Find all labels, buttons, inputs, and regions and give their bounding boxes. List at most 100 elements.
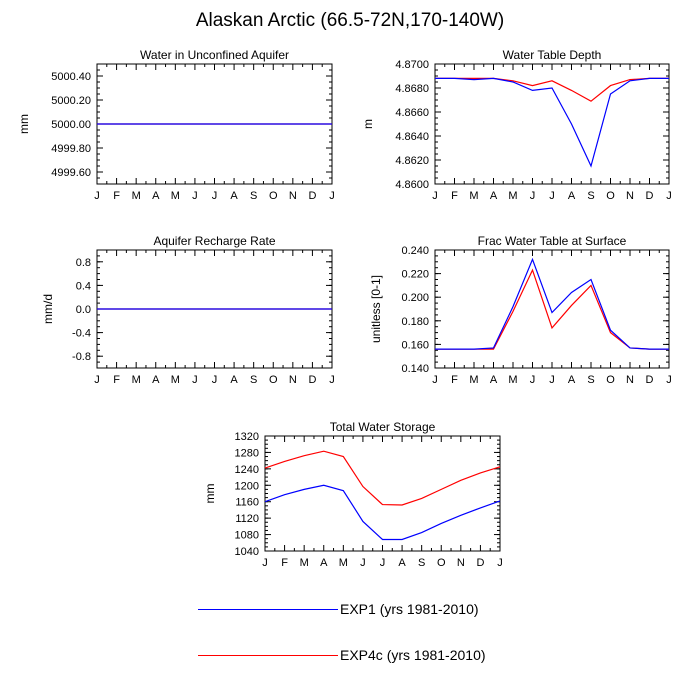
y-tick-label: 1120 bbox=[235, 513, 259, 525]
y-tick-label: 0.240 bbox=[401, 245, 429, 257]
x-tick-label: J bbox=[262, 557, 268, 569]
y-tick-label: 5000.40 bbox=[51, 71, 91, 83]
x-tick-label: J bbox=[329, 374, 335, 386]
y-axis-label: mm bbox=[203, 484, 217, 504]
x-tick-label: O bbox=[437, 557, 446, 569]
x-tick-label: A bbox=[568, 190, 576, 202]
x-tick-label: F bbox=[113, 374, 120, 386]
x-tick-label: A bbox=[398, 557, 406, 569]
x-tick-label: A bbox=[490, 374, 498, 386]
x-tick-label: D bbox=[308, 374, 316, 386]
y-tick-label: 4.8600 bbox=[395, 179, 429, 191]
chart-title: Total Water Storage bbox=[330, 420, 436, 434]
plot-frame bbox=[434, 249, 670, 369]
y-tick-label: 0.180 bbox=[401, 316, 429, 328]
chart-title: Water in Unconfined Aquifer bbox=[140, 48, 289, 62]
y-tick-label: 0.140 bbox=[401, 363, 429, 375]
y-tick-label: 4999.60 bbox=[51, 167, 91, 179]
x-tick-label: N bbox=[289, 374, 297, 386]
x-tick-label: M bbox=[171, 190, 180, 202]
series-line-exp1 bbox=[435, 257, 669, 350]
x-tick-label: D bbox=[646, 190, 654, 202]
x-tick-label: O bbox=[269, 374, 278, 386]
y-tick-label: 0.160 bbox=[401, 339, 429, 351]
x-tick-label: J bbox=[549, 374, 555, 386]
chart-title: Frac Water Table at Surface bbox=[478, 234, 627, 248]
x-tick-label: J bbox=[497, 557, 503, 569]
y-tick-label: -0.8 bbox=[72, 351, 91, 363]
x-tick-label: J bbox=[432, 374, 438, 386]
y-tick-label: 1280 bbox=[235, 447, 259, 459]
y-tick-label: 1200 bbox=[235, 480, 259, 492]
legend-label-exp4c: EXP4c (yrs 1981-2010) bbox=[340, 647, 486, 663]
x-tick-label: J bbox=[329, 190, 335, 202]
y-axis-label: m bbox=[361, 119, 375, 129]
x-tick-label: A bbox=[568, 374, 576, 386]
y-tick-label: 1240 bbox=[235, 464, 259, 476]
x-tick-label: J bbox=[94, 190, 100, 202]
y-tick-label: 0.200 bbox=[401, 292, 429, 304]
x-tick-label: J bbox=[666, 190, 672, 202]
x-tick-label: F bbox=[113, 190, 120, 202]
x-tick-label: O bbox=[606, 374, 615, 386]
series-line-exp1 bbox=[435, 77, 669, 168]
series-line-exp1 bbox=[264, 484, 501, 541]
y-tick-label: 5000.20 bbox=[51, 95, 91, 107]
series-line-exp4c bbox=[435, 77, 669, 102]
x-tick-label: J bbox=[192, 190, 198, 202]
x-tick-label: N bbox=[457, 557, 465, 569]
y-axis-label: mm bbox=[17, 114, 31, 134]
series-line-exp4c bbox=[264, 450, 501, 506]
legend-swatch-exp1 bbox=[198, 608, 338, 610]
x-tick-label: A bbox=[490, 190, 498, 202]
x-tick-label: M bbox=[300, 557, 309, 569]
y-tick-label: 1320 bbox=[235, 431, 259, 443]
series-line-exp4c bbox=[435, 268, 669, 350]
plot-frame bbox=[264, 435, 501, 552]
x-tick-label: A bbox=[230, 190, 238, 202]
x-tick-label: J bbox=[666, 374, 672, 386]
x-tick-label: F bbox=[451, 374, 458, 386]
x-tick-label: D bbox=[646, 374, 654, 386]
x-tick-label: M bbox=[339, 557, 348, 569]
x-tick-label: J bbox=[192, 374, 198, 386]
x-tick-label: A bbox=[320, 557, 328, 569]
y-tick-label: 4.8640 bbox=[395, 131, 429, 143]
x-tick-label: S bbox=[587, 374, 594, 386]
chart-title: Water Table Depth bbox=[503, 48, 602, 62]
x-tick-label: D bbox=[476, 557, 484, 569]
x-tick-label: J bbox=[94, 374, 100, 386]
chart-title: Aquifer Recharge Rate bbox=[153, 234, 275, 248]
y-tick-label: 4.8680 bbox=[395, 83, 429, 95]
x-tick-label: N bbox=[626, 190, 634, 202]
y-tick-label: 4.8620 bbox=[395, 155, 429, 167]
page-title: Alaskan Arctic (66.5-72N,170-140W) bbox=[195, 10, 505, 31]
legend-item-exp1: EXP1 (yrs 1981-2010) bbox=[198, 601, 479, 617]
x-tick-label: O bbox=[269, 190, 278, 202]
y-axis-label: unitless [0-1] bbox=[369, 275, 383, 343]
x-tick-label: J bbox=[212, 374, 218, 386]
x-tick-label: J bbox=[530, 374, 536, 386]
y-tick-label: 1080 bbox=[235, 530, 259, 542]
x-tick-label: M bbox=[171, 374, 180, 386]
x-tick-label: S bbox=[587, 190, 594, 202]
x-tick-label: N bbox=[289, 190, 297, 202]
y-tick-label: 1160 bbox=[235, 497, 259, 509]
x-tick-label: J bbox=[549, 190, 555, 202]
x-tick-label: A bbox=[152, 190, 160, 202]
x-tick-label: N bbox=[626, 374, 634, 386]
x-tick-label: F bbox=[281, 557, 288, 569]
y-tick-label: 0.0 bbox=[76, 304, 91, 316]
y-tick-label: 1040 bbox=[235, 546, 259, 558]
x-tick-label: S bbox=[418, 557, 425, 569]
y-tick-label: 0.8 bbox=[76, 257, 91, 269]
y-tick-label: 0.4 bbox=[76, 280, 91, 292]
y-axis-label: mm/d bbox=[41, 294, 55, 324]
x-tick-label: J bbox=[380, 557, 386, 569]
